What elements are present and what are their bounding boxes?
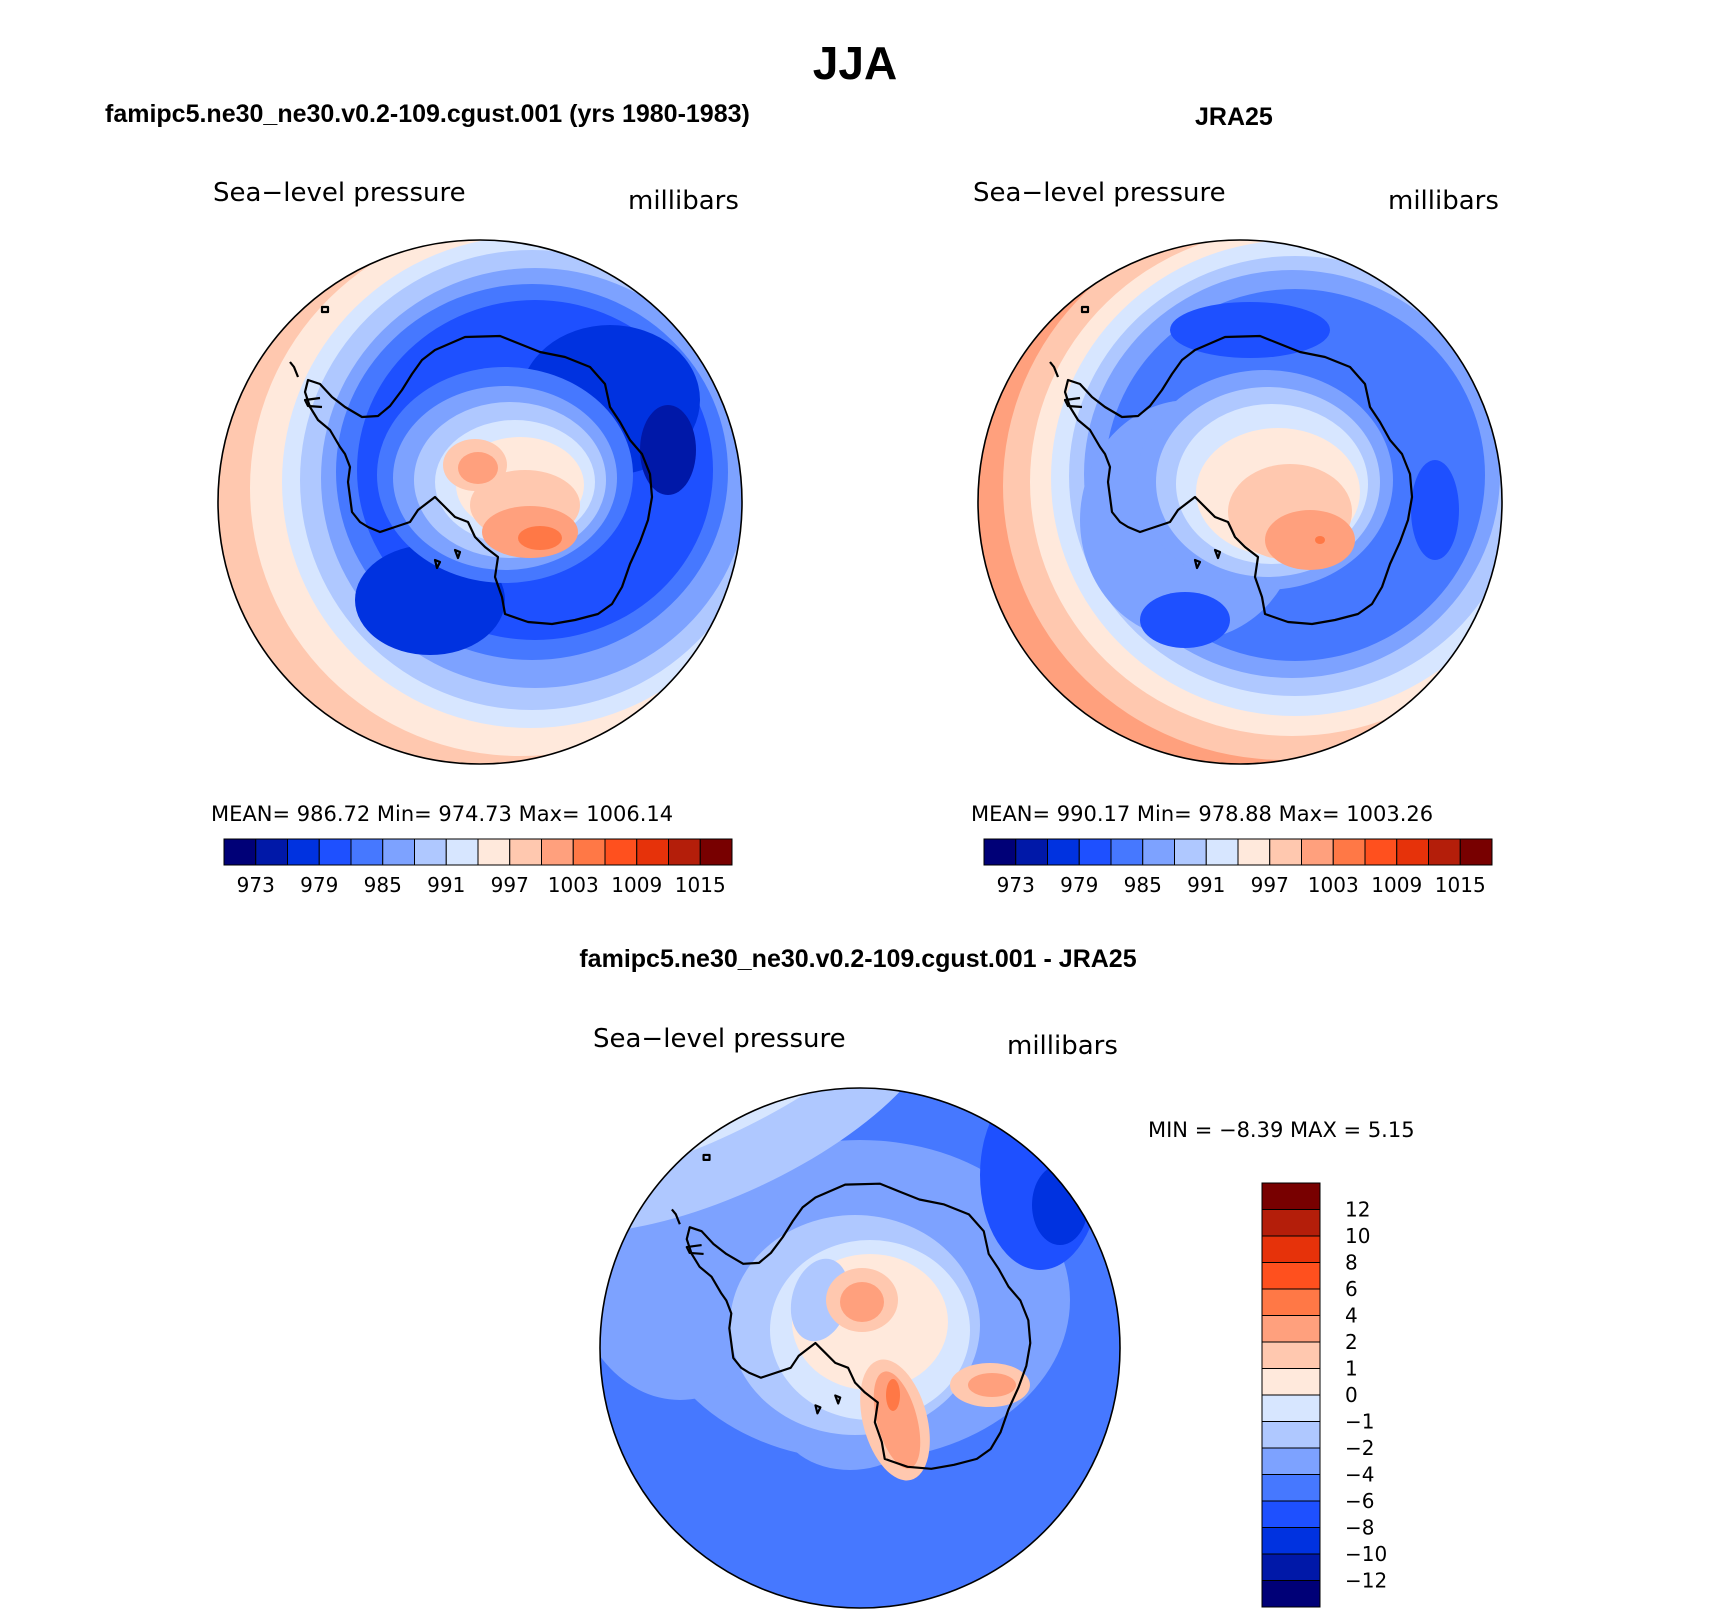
difference-colorbar-swatch <box>1261 1553 1321 1581</box>
difference-colorbar-tick-label: 4 <box>1345 1304 1358 1328</box>
difference-colorbar-tick-label: 0 <box>1345 1383 1358 1407</box>
panel-1-colorbar-tick-label: 985 <box>364 873 402 897</box>
panel-1-colorbar-swatch <box>477 838 511 866</box>
difference-colorbar-tick-label: 1 <box>1345 1357 1358 1381</box>
panel-2-colorbar-swatch <box>1428 838 1461 866</box>
panel-1-colorbar-swatch <box>604 838 638 866</box>
difference-colorbar-tick-label: 12 <box>1345 1198 1370 1222</box>
panel-2-stats: MEAN= 990.17 Min= 978.88 Max= 1003.26 <box>971 802 1434 826</box>
difference-colorbar-swatch <box>1261 1315 1321 1343</box>
difference-map <box>599 1087 1121 1609</box>
panel-2-map <box>977 239 1503 765</box>
panel-1-colorbar-swatch <box>636 838 669 866</box>
difference-colorbar-swatch <box>1261 1421 1321 1449</box>
panel-1-colorbar-swatch <box>541 838 574 866</box>
panel-2-colorbar-tick-label: 1009 <box>1371 873 1422 897</box>
panel-1-colorbar-swatch <box>572 838 606 866</box>
difference-colorbar-swatch <box>1261 1182 1321 1210</box>
difference-variable: Sea−level pressure <box>593 1024 846 1054</box>
panel-1-title: famipc5.ne30_ne30.v0.2-109.cgust.001 (yr… <box>105 100 750 128</box>
panel-2-colorbar-tick-label: 973 <box>997 873 1035 897</box>
difference-stats: MIN = −8.39 MAX = 5.15 <box>1148 1118 1415 1142</box>
panel-2-colorbar-swatch <box>1269 838 1302 866</box>
difference-colorbar-tick-label: 10 <box>1345 1224 1370 1248</box>
panel-2-colorbar-swatch <box>1015 838 1048 866</box>
panel-2-units: millibars <box>1388 186 1499 216</box>
difference-colorbar-swatch <box>1261 1341 1321 1369</box>
panel-1-colorbar-swatch <box>668 838 701 866</box>
panel-1-colorbar-swatch <box>509 838 542 866</box>
panel-1-colorbar-swatch <box>382 838 415 866</box>
panel-2-colorbar-swatch <box>1237 838 1271 866</box>
panel-2-variable: Sea−level pressure <box>973 178 1226 208</box>
difference-colorbar-swatch <box>1261 1447 1321 1475</box>
panel-1-colorbar-swatch <box>255 838 288 866</box>
difference-colorbar-tick-label: 6 <box>1345 1277 1358 1301</box>
difference-colorbar-swatch <box>1261 1235 1321 1263</box>
difference-colorbar-tick-label: −6 <box>1345 1489 1374 1513</box>
panel-2-colorbar-tick-label: 1015 <box>1435 873 1486 897</box>
panel-2-colorbar-swatch <box>1396 838 1429 866</box>
panel-1-colorbar-tick-label: 973 <box>237 873 275 897</box>
page-title: JJA <box>812 37 898 89</box>
panel-1-colorbar-tick-label: 997 <box>491 873 529 897</box>
panel-2-colorbar-tick-label: 979 <box>1060 873 1098 897</box>
panel-2-colorbar: 973 979 985 991 997 1003 1009 1015 <box>983 838 1493 897</box>
panel-2-colorbar-tick-label: 1003 <box>1308 873 1359 897</box>
panel-1-colorbar-tick-label: 991 <box>427 873 465 897</box>
panel-1-colorbar-tick-label: 979 <box>300 873 338 897</box>
panel-2-colorbar-tick-label: 997 <box>1251 873 1289 897</box>
panel-2-colorbar-tick-label: 991 <box>1187 873 1225 897</box>
panel-2-colorbar-swatch <box>983 838 1017 866</box>
panel-1-colorbar-swatch <box>223 838 257 866</box>
panel-1-colorbar-swatch <box>318 838 352 866</box>
difference-colorbar-tick-label: −2 <box>1345 1436 1374 1460</box>
panel-1-colorbar-swatch <box>350 838 384 866</box>
difference-colorbar-swatch <box>1261 1288 1321 1316</box>
difference-units: millibars <box>1007 1031 1118 1061</box>
panel-1-colorbar-tick-label: 1009 <box>611 873 662 897</box>
difference-colorbar-swatch <box>1261 1580 1321 1608</box>
difference-colorbar-tick-label: 2 <box>1345 1330 1358 1354</box>
panel-2-colorbar-swatch <box>1332 838 1366 866</box>
panel-2-colorbar-swatch <box>1047 838 1080 866</box>
panel-1-units: millibars <box>628 186 739 216</box>
panel-1-map <box>217 239 743 765</box>
difference-colorbar-swatch <box>1261 1500 1321 1528</box>
panel-1-colorbar-swatch <box>287 838 320 866</box>
panel-1-stats: MEAN= 986.72 Min= 974.73 Max= 1006.14 <box>211 802 674 826</box>
panel-1-colorbar-tick-label: 1003 <box>548 873 599 897</box>
panel-2-colorbar-swatch <box>1205 838 1239 866</box>
difference-colorbar-swatch <box>1261 1394 1321 1422</box>
panel-1-colorbar-tick-label: 1015 <box>675 873 726 897</box>
difference-title: famipc5.ne30_ne30.v0.2-109.cgust.001 - J… <box>579 945 1137 973</box>
panel-2-colorbar-tick-label: 985 <box>1124 873 1162 897</box>
difference-colorbar-swatch <box>1261 1209 1321 1237</box>
difference-colorbar-tick-label: 8 <box>1345 1251 1358 1275</box>
difference-colorbar-swatch <box>1261 1368 1321 1396</box>
difference-colorbar-tick-label: −12 <box>1345 1569 1387 1593</box>
difference-colorbar-tick-label: −4 <box>1345 1463 1374 1487</box>
panel-2-colorbar-swatch <box>1110 838 1144 866</box>
panel-2-colorbar-swatch <box>1364 838 1398 866</box>
panel-1-colorbar-swatch <box>445 838 479 866</box>
panel-2-colorbar-swatch <box>1174 838 1207 866</box>
difference-colorbar-tick-label: −10 <box>1345 1542 1387 1566</box>
difference-colorbar-swatch <box>1261 1527 1321 1555</box>
panel-1-colorbar: 973 979 985 991 997 1003 1009 1015 <box>223 838 733 897</box>
difference-colorbar-swatch <box>1261 1474 1321 1502</box>
panel-2-colorbar-swatch <box>1459 838 1493 866</box>
panel-1-colorbar-swatch <box>414 838 447 866</box>
panel-2-title: JRA25 <box>1195 103 1273 131</box>
panel-1-colorbar-swatch <box>699 838 733 866</box>
difference-colorbar-tick-label: −8 <box>1345 1516 1374 1540</box>
panel-1-variable: Sea−level pressure <box>213 178 466 208</box>
panel-2-colorbar-swatch <box>1301 838 1334 866</box>
difference-colorbar-tick-label: −1 <box>1345 1410 1374 1434</box>
panel-2-colorbar-swatch <box>1142 838 1175 866</box>
difference-colorbar-swatch <box>1261 1262 1321 1290</box>
panel-2-colorbar-swatch <box>1078 838 1112 866</box>
